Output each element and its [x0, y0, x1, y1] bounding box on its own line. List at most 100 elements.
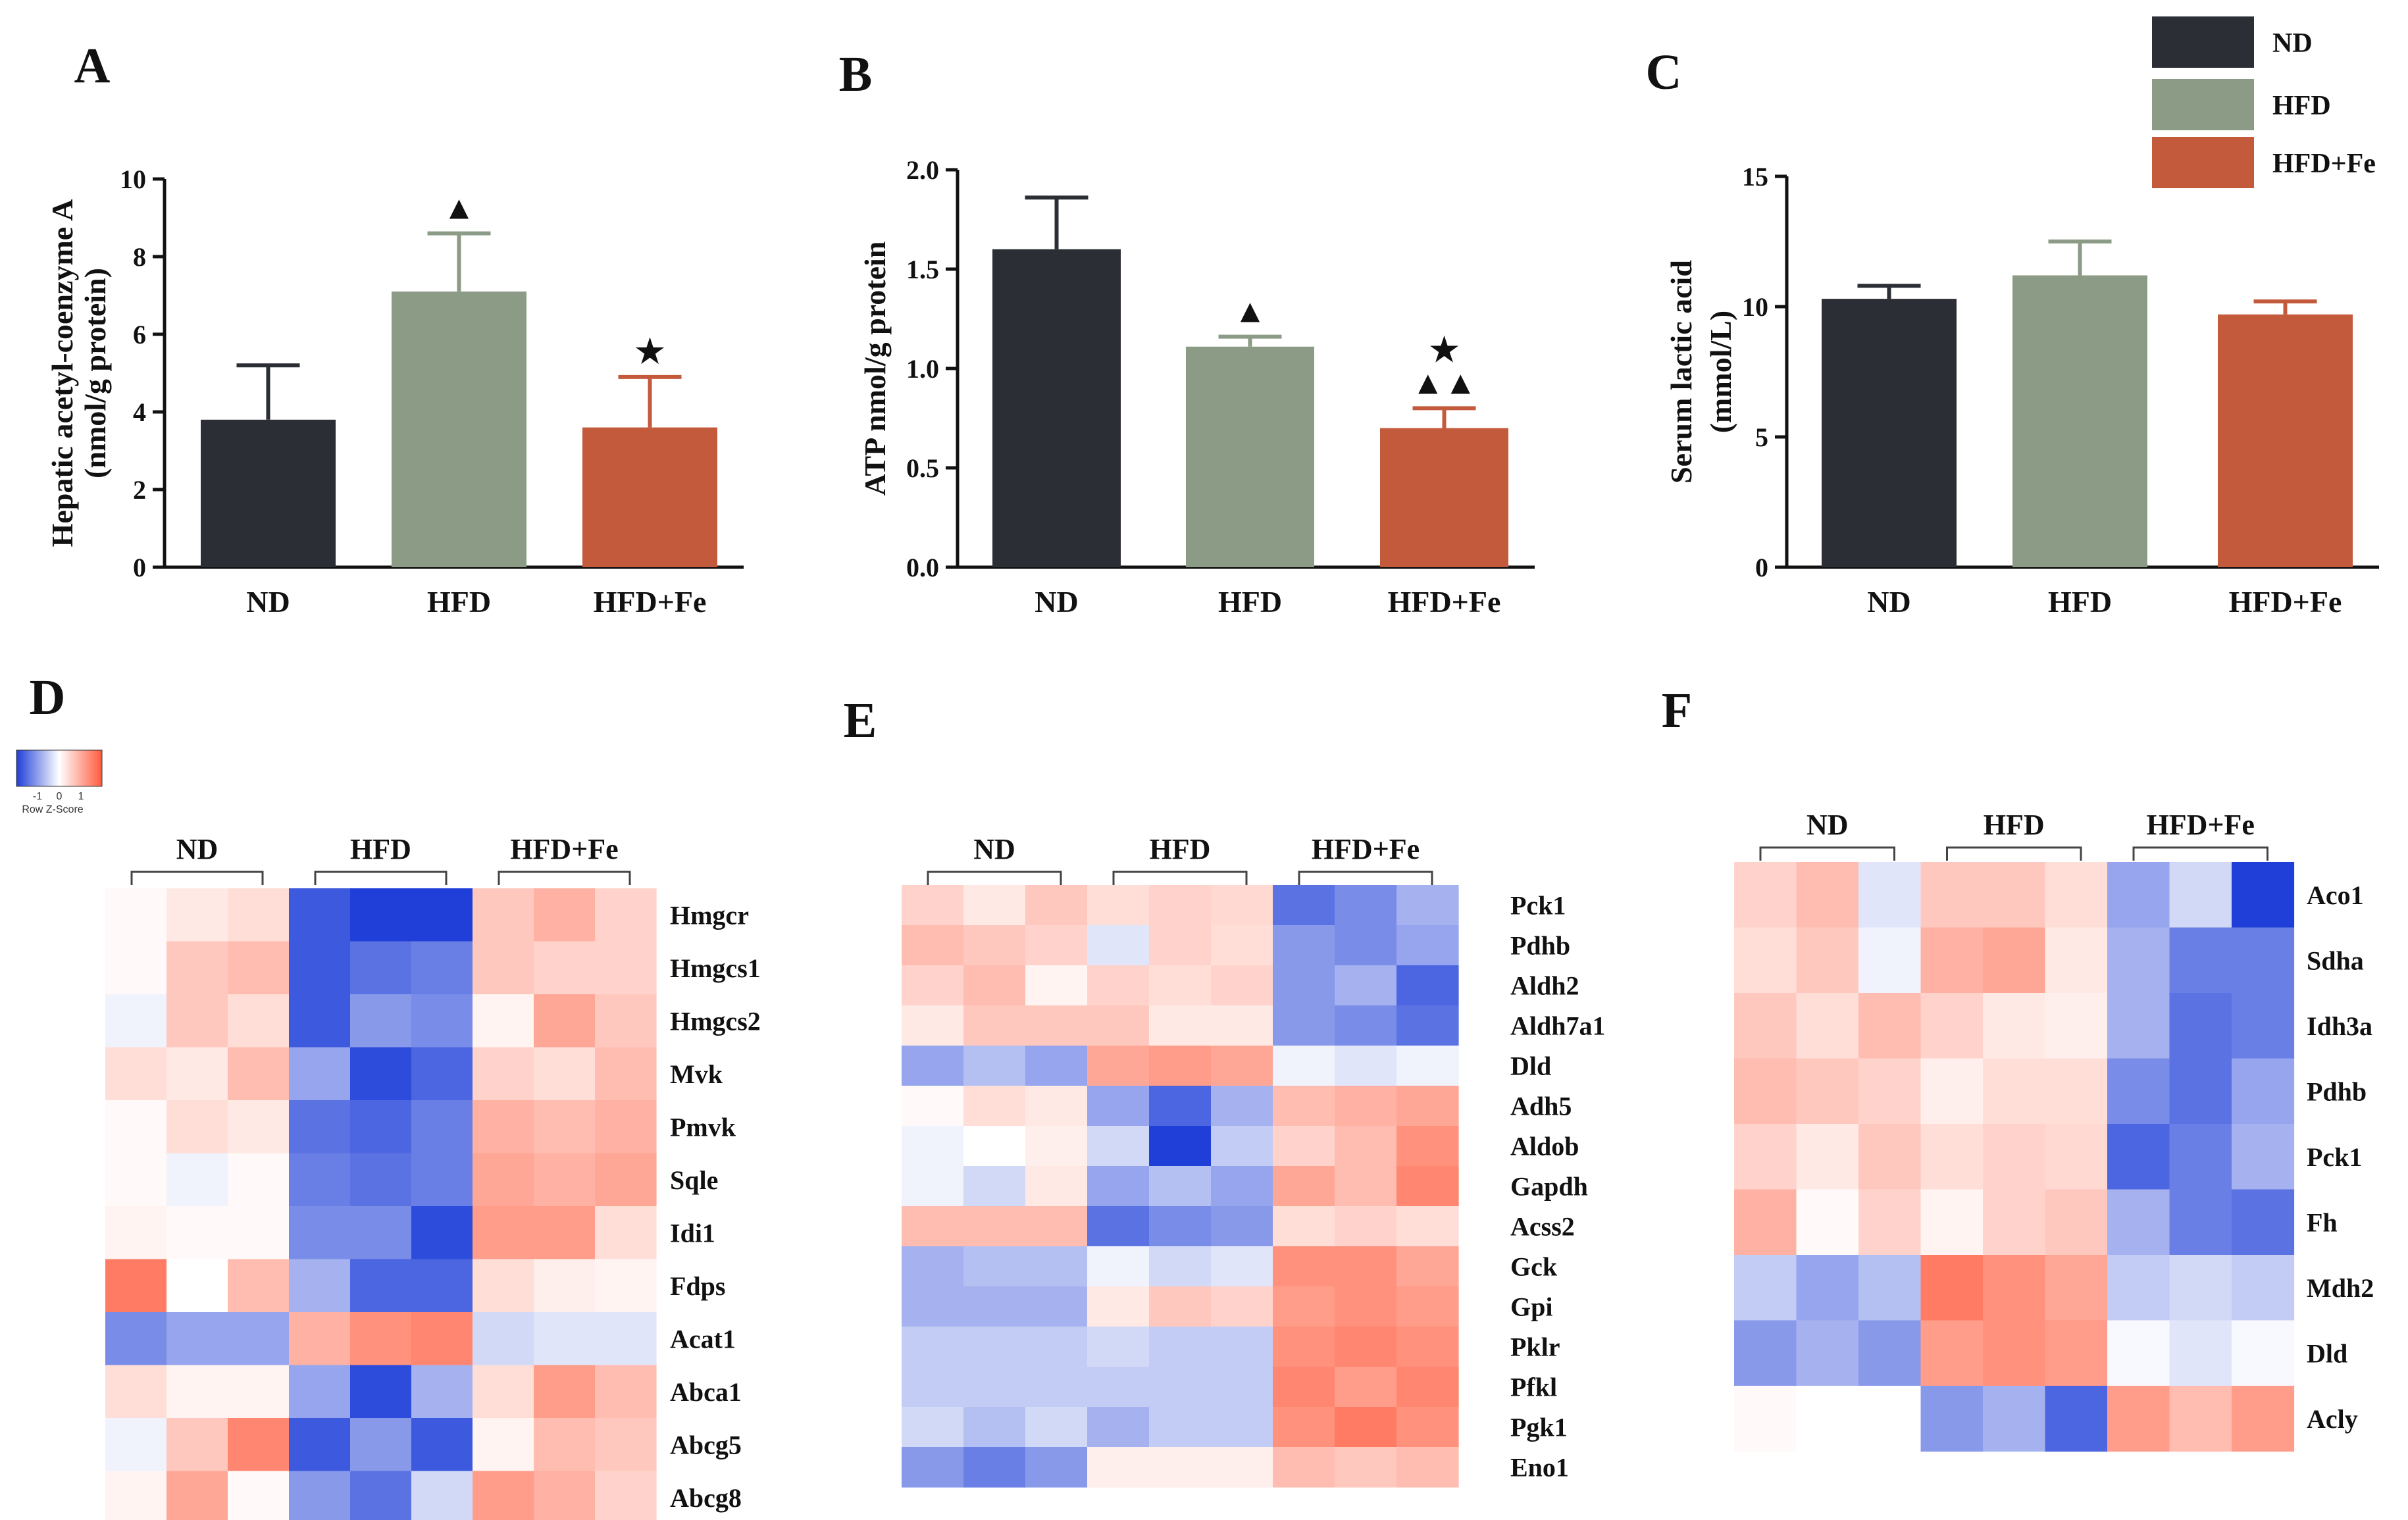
heatmap-cell	[2107, 862, 2170, 928]
heatmap-cell	[1211, 965, 1273, 1006]
heatmap-cell	[350, 1312, 412, 1366]
heatmap-cell	[1273, 885, 1335, 926]
significance-mark: ▲	[1234, 293, 1267, 330]
group-bracket-nd	[130, 871, 264, 885]
heatmap-cell	[289, 1471, 351, 1520]
heatmap-cell	[1335, 1005, 1397, 1046]
y-axis-title: Serum lactic acid	[1664, 260, 1698, 484]
heatmap-cell	[105, 1365, 167, 1419]
group-label-nd: ND	[176, 833, 218, 865]
heatmap-cell	[411, 888, 473, 942]
heatmap-cell	[534, 1047, 596, 1101]
heatmap-cell	[1211, 1046, 1273, 1086]
row-label-eno1: Eno1	[1510, 1453, 1569, 1482]
heatmap-cell	[1025, 1166, 1088, 1207]
group-label-hfd: HFD	[1984, 809, 2045, 841]
heatmap-cell	[534, 1206, 596, 1260]
row-label-abcg5: Abcg5	[670, 1430, 742, 1459]
heatmap-cell	[167, 1259, 228, 1313]
heatmap-cell	[2045, 1124, 2108, 1190]
heatmap-cell	[1396, 1086, 1459, 1127]
row-label-aldob: Aldob	[1510, 1132, 1579, 1161]
heatmap-cell	[1396, 1206, 1459, 1247]
heatmap-cell	[963, 1367, 1026, 1407]
heatmap-cell	[1858, 1386, 1922, 1452]
heatmap-cell	[1858, 927, 1922, 994]
y-tick-label: 2	[133, 475, 146, 505]
heatmap-cell	[105, 1206, 167, 1260]
heatmap-cell	[1211, 1286, 1273, 1327]
legend-swatch-hfd-fe	[2152, 137, 2254, 188]
y-tick-label: 0	[133, 553, 146, 582]
panel-letter-d: D	[30, 670, 66, 725]
heatmap-cell	[1335, 965, 1397, 1006]
heatmap-cell	[1087, 1005, 1150, 1046]
heatmap-cell	[1396, 965, 1459, 1006]
heatmap-cell	[1211, 1005, 1273, 1046]
heatmap-cell	[534, 888, 596, 942]
heatmap-cell	[289, 941, 351, 995]
heatmap-cell	[167, 941, 228, 995]
legend-swatch-hfd	[2152, 79, 2254, 130]
bar-chart-b: B 0.0 0.5 1.0 1.5 2.0 ATP nmol/g protein ND HFD H…	[839, 47, 1535, 619]
category-label-hfd: HFD	[2048, 585, 2112, 619]
row-label-sqle: Sqle	[670, 1165, 718, 1195]
heatmap-cell	[1734, 1255, 1797, 1321]
heatmap-cell	[105, 1259, 167, 1313]
heatmap-cell	[1149, 1086, 1212, 1127]
heatmap-cell	[228, 1206, 290, 1260]
heatmap-cell	[963, 1086, 1026, 1127]
group-bracket-hfd-fe	[498, 871, 631, 885]
heatmap-cell	[595, 1100, 657, 1154]
legend-label-hfd: HFD	[2272, 91, 2331, 121]
heatmap-cell	[2169, 1320, 2232, 1386]
group-bracket-hfd	[1112, 871, 1248, 885]
category-label-nd: ND	[1035, 585, 1078, 619]
heatmap-cell	[1025, 925, 1088, 966]
group-bracket-hfd	[314, 871, 448, 885]
heatmap-cell	[2107, 1386, 2170, 1452]
heatmap-cell	[228, 1100, 290, 1154]
row-label-abcg8: Abcg8	[670, 1483, 742, 1513]
row-label-gpi: Gpi	[1510, 1292, 1552, 1322]
group-bracket-hfd-fe	[2132, 846, 2268, 861]
heatmap-cell	[1211, 1126, 1273, 1167]
heatmap-cell	[2107, 1058, 2170, 1125]
heatmap-cell	[534, 1153, 596, 1207]
heatmap-cell	[1087, 1166, 1150, 1207]
y-tick-label: 8	[133, 242, 146, 272]
heatmap-cell	[902, 885, 964, 926]
y-axis-title-line2: (nmol/g protein)	[78, 268, 112, 478]
heatmap-cell	[289, 888, 351, 942]
heatmap-cell	[1734, 993, 1797, 1059]
heatmap-cell	[1025, 1447, 1088, 1488]
heatmap-cell	[1149, 965, 1212, 1006]
heatmap-cell	[1796, 993, 1859, 1059]
heatmap-cell	[1211, 885, 1273, 926]
heatmap-cell	[963, 1246, 1026, 1287]
heatmap-cell	[473, 888, 534, 942]
heatmap-cell	[411, 1365, 473, 1419]
heatmap-cell	[473, 1153, 534, 1207]
row-label-pck1: Pck1	[1510, 891, 1566, 921]
heatmap-cell	[411, 941, 473, 995]
heatmap-cell	[289, 1418, 351, 1472]
heatmap-cell	[289, 1365, 351, 1419]
heatmap-cell	[1335, 1166, 1397, 1207]
heatmap-cell	[1087, 1447, 1150, 1488]
heatmap-cell	[1858, 1255, 1922, 1321]
heatmap-cell	[350, 1418, 412, 1472]
heatmap-cell	[105, 1418, 167, 1472]
row-label-mvk: Mvk	[670, 1059, 723, 1089]
heatmap-cell	[1149, 925, 1212, 966]
heatmap-cell	[1920, 993, 1984, 1059]
heatmap-cell	[2232, 1255, 2295, 1321]
significance-mark: ▲▲	[1412, 364, 1477, 401]
heatmap-cell	[2169, 1058, 2232, 1125]
y-axis-title: Hepatic acetyl-coenzyme A	[45, 199, 79, 547]
heatmap-cell	[1211, 925, 1273, 966]
row-label-mdh2: Mdh2	[2307, 1273, 2374, 1303]
heatmap-cell	[1858, 1124, 1922, 1190]
row-label-abca1: Abca1	[670, 1377, 742, 1407]
